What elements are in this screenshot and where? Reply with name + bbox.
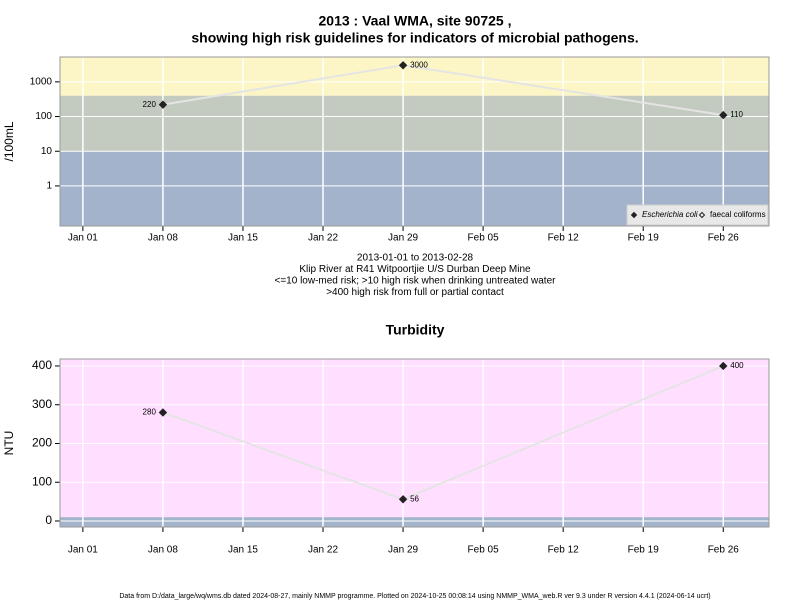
x-tick-label: Feb 12 [548, 233, 580, 244]
x-tick-label: Jan 29 [388, 233, 418, 244]
y-tick-label: 300 [32, 397, 52, 411]
data-point [719, 361, 728, 371]
x-tick-label: Jan 01 [68, 233, 98, 244]
data-label: 400 [730, 361, 744, 370]
note: <=10 low-med risk; >10 high risk when dr… [275, 276, 557, 287]
chart-title: 2013 : Vaal WMA, site 90725 , [319, 13, 512, 29]
x-tick-label: Jan 22 [308, 545, 338, 556]
data-label: 56 [410, 494, 419, 503]
y-tick-label: 1000 [30, 76, 53, 87]
data-point [398, 61, 408, 70]
y-tick-label: 0 [45, 513, 52, 527]
plot-frame [59, 358, 770, 528]
x-tick-label: Jan 01 [68, 545, 98, 556]
data-point [158, 408, 168, 417]
y-tick-label: 100 [35, 111, 52, 122]
x-tick-label: Jan 15 [228, 545, 258, 556]
note: >400 high risk from full or partial cont… [326, 287, 504, 298]
y-tick-label: 10 [41, 146, 53, 157]
plot-frame [59, 56, 770, 227]
chart-subtitle: showing high risk guidelines for indicat… [191, 30, 638, 46]
data-label: 220 [143, 100, 157, 109]
data-label: 110 [730, 110, 743, 119]
footer: Data from D:/data_large/wq/wms.db dated … [119, 593, 710, 600]
data-point [398, 495, 408, 504]
legend-marker [698, 211, 706, 219]
x-tick-label: Feb 26 [708, 233, 740, 244]
risk-band [60, 95, 769, 152]
x-tick-label: Jan 08 [148, 233, 178, 244]
data-point [719, 110, 728, 120]
legend-box [626, 204, 769, 226]
legend-label: Escherichia coli [642, 210, 698, 219]
note: 2013-01-01 to 2013-02-28 [357, 253, 474, 264]
risk-band [60, 57, 769, 96]
y-axis-label: /100mL [2, 121, 16, 161]
x-tick-label: Jan 08 [148, 545, 178, 556]
y-tick-label: 200 [32, 436, 52, 450]
x-tick-label: Jan 22 [308, 233, 338, 244]
data-label: 3000 [410, 60, 428, 69]
x-tick-label: Feb 19 [628, 233, 660, 244]
x-tick-label: Feb 19 [628, 545, 660, 556]
x-tick-label: Feb 12 [548, 545, 580, 556]
x-tick-label: Feb 26 [708, 545, 740, 556]
legend-label: faecal coliforms [710, 210, 766, 219]
y-tick-label: 1 [46, 181, 52, 192]
data-label: 280 [143, 408, 157, 417]
x-tick-label: Feb 05 [468, 545, 500, 556]
risk-band [60, 359, 769, 518]
legend-marker [630, 211, 638, 219]
x-tick-label: Jan 15 [228, 233, 258, 244]
note: Klip River at R41 Witpoortjie U/S Durban… [299, 264, 531, 275]
data-point [158, 100, 168, 109]
risk-band [60, 517, 769, 527]
y-tick-label: 100 [32, 474, 52, 488]
legend: Escherichia coli faecal coliforms [626, 204, 769, 226]
y-axis-label: NTU [2, 431, 16, 456]
x-tick-label: Feb 05 [468, 233, 500, 244]
y-tick-label: 400 [32, 358, 52, 372]
x-tick-label: Jan 29 [388, 545, 418, 556]
chart-title: Turbidity [386, 322, 445, 338]
